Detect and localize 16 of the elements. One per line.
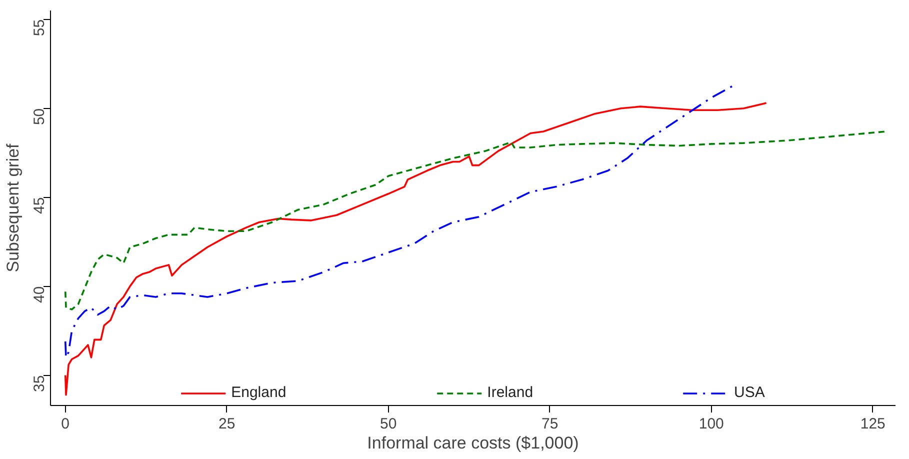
legend-label: USA: [734, 384, 765, 401]
y-tick-label: 35: [31, 375, 48, 392]
y-tick-label: 40: [31, 286, 48, 303]
legend-label: England: [231, 384, 286, 401]
x-axis-title: Informal care costs ($1,000): [367, 434, 579, 452]
x-tick-label: 75: [542, 416, 558, 432]
x-tick-label: 100: [698, 416, 724, 432]
x-tick-label: 25: [218, 416, 236, 432]
x-tick-label: 125: [860, 416, 886, 432]
y-tick-label: 50: [31, 108, 48, 126]
y-axis-title: Subsequent grief: [4, 143, 22, 272]
x-tick-label: 0: [61, 416, 70, 432]
legend-label: Ireland: [487, 384, 534, 401]
x-tick-label: 50: [380, 416, 397, 432]
y-tick-label: 45: [31, 197, 48, 214]
y-tick-label: 55: [31, 19, 48, 36]
